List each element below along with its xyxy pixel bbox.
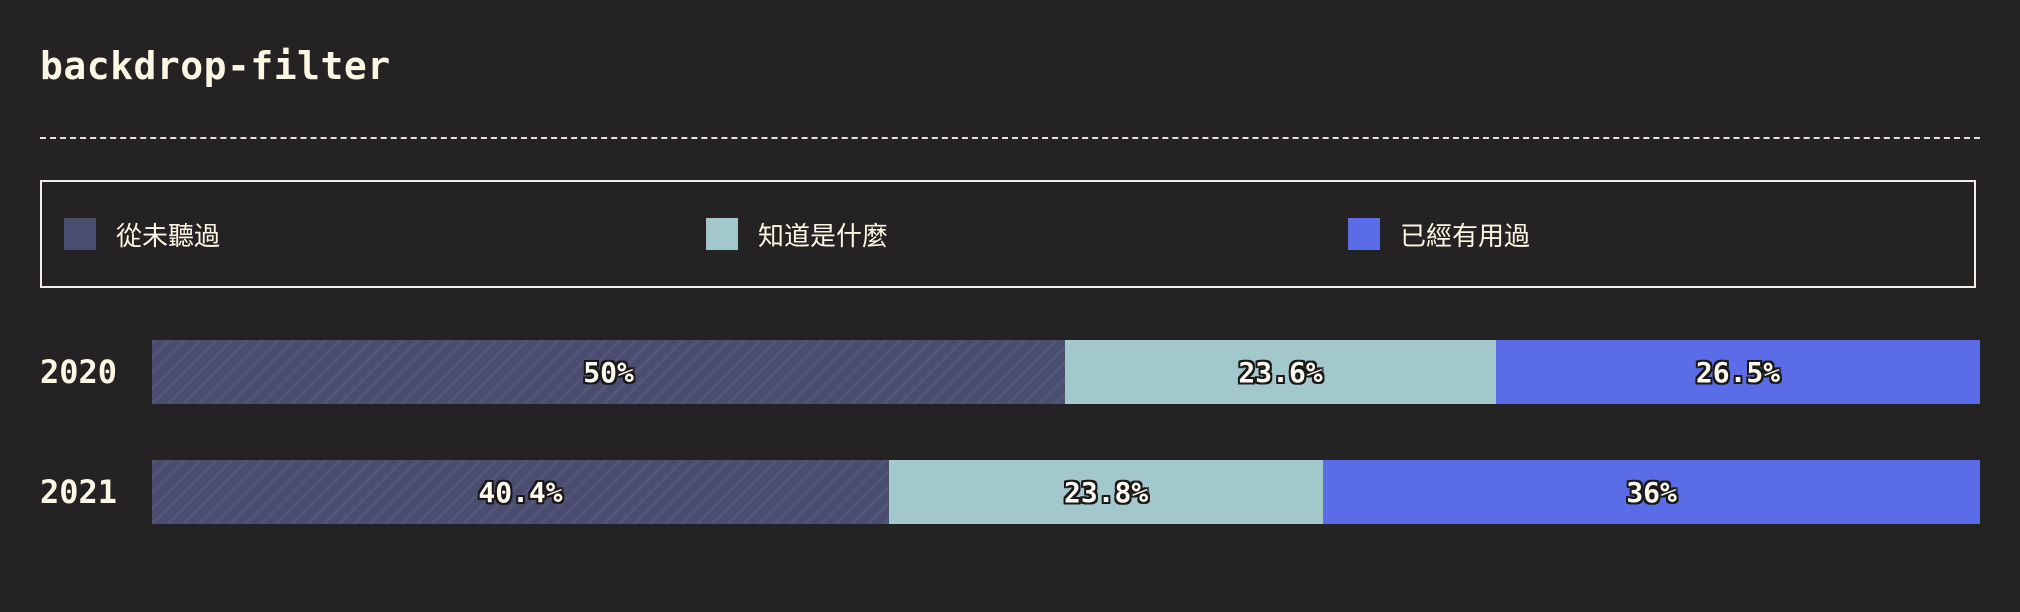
segment-know-what-it-is: 23.6%	[1065, 340, 1497, 404]
data-label: 23.8%	[1063, 475, 1149, 509]
row-label-2021: 2021	[40, 473, 118, 511]
stacked-bar-2021: 40.4% 23.8% 36%	[152, 460, 1980, 524]
data-label: 40.4%	[478, 475, 563, 509]
legend-label: 從未聽過	[116, 221, 221, 252]
legend-item-know-what-it-is: 知道是什麼	[706, 218, 889, 252]
legend-item-have-used: 已經有用過	[1348, 218, 1531, 252]
segment-never-heard: 40.4%	[152, 460, 890, 524]
legend-item-never-heard: 從未聽過	[64, 218, 221, 252]
legend: 從未聽過 知道是什麼 已經有用過	[40, 180, 1976, 288]
chart-title: backdrop-filter	[40, 44, 391, 88]
divider	[40, 137, 1980, 139]
legend-swatch	[64, 218, 96, 250]
legend-swatch	[1348, 218, 1380, 250]
legend-label: 已經有用過	[1400, 221, 1531, 252]
segment-never-heard: 50%	[152, 340, 1066, 404]
row-label-2020: 2020	[40, 353, 118, 391]
segment-have-used: 36%	[1323, 460, 1980, 524]
data-label: 36%	[1626, 475, 1677, 509]
legend-label: 知道是什麼	[758, 221, 889, 252]
stacked-bar-2020: 50% 23.6% 26.5%	[152, 340, 1980, 404]
data-label: 50%	[583, 355, 634, 389]
data-label: 26.5%	[1695, 355, 1781, 389]
data-label: 23.6%	[1238, 355, 1323, 389]
segment-have-used: 26.5%	[1496, 340, 1980, 404]
legend-swatch	[706, 218, 738, 250]
segment-know-what-it-is: 23.8%	[889, 460, 1324, 524]
